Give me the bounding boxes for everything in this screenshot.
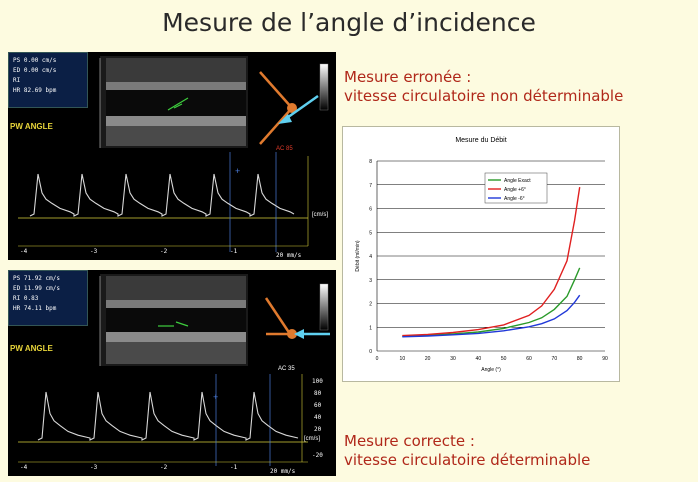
readout-ri-value: 0.83 <box>23 295 39 302</box>
readout-hr-label: HR <box>13 87 21 94</box>
caption-wrong: Mesure erronée : vitesse circulatoire no… <box>344 68 623 106</box>
probe-beam <box>264 297 292 335</box>
velocity-tick: -20 <box>312 452 323 459</box>
readout-ed-label: ED <box>13 285 21 292</box>
legend-entry: Angle Exact <box>504 178 531 184</box>
time-tick: -3 <box>90 248 98 255</box>
caption-wrong-line2: vitesse circulatoire non déterminable <box>344 87 624 105</box>
svg-text:+: + <box>235 166 240 176</box>
x-tick-label: 70 <box>552 356 558 362</box>
y-tick-label: 6 <box>369 207 372 213</box>
doppler-image-bottom: + <box>18 274 330 466</box>
time-tick: -4 <box>20 464 28 471</box>
legend-entry: Angle -6° <box>504 196 525 202</box>
caption-correct-line1: Mesure correcte : <box>344 432 475 450</box>
y-tick-label: 8 <box>369 159 372 165</box>
readout-ri-label: RI <box>13 77 21 84</box>
velocity-tick: 20 <box>314 426 322 433</box>
readout-ps-label: PS <box>13 275 21 282</box>
y-tick-label: 0 <box>369 349 372 355</box>
probe-beam <box>259 71 293 109</box>
measurement-readout: PS 0.00 cm/s ED 0.00 cm/s RI HR 82.69 bp… <box>8 52 88 108</box>
flow-chart: Mesure du Débit 0 1 2 3 4 5 6 7 8 0 10 20 30 40 50 60 70 8… <box>342 126 620 382</box>
svg-text:+: + <box>213 392 218 402</box>
time-tick: -2 <box>160 464 168 471</box>
x-tick-label: 50 <box>501 356 507 362</box>
time-tick: -1 <box>230 248 238 255</box>
readout-ps-value: 0.00 cm/s <box>23 57 57 64</box>
slide-title: Mesure de l’angle d’incidence <box>162 8 536 37</box>
doppler-panel-wrong: + PS 0.00 cm/s ED 0.00 cm/s RI HR 82.69 … <box>8 52 336 260</box>
x-tick-label: 20 <box>425 356 431 362</box>
x-tick-label: 30 <box>450 356 456 362</box>
angle-correction: AC 85 <box>276 146 293 152</box>
x-tick-label: 90 <box>602 356 608 362</box>
time-tick: -4 <box>20 248 28 255</box>
mode-label: PW ANGLE <box>10 344 53 353</box>
angle-correction: AC 35 <box>278 366 295 372</box>
readout-hr-label: HR <box>13 305 21 312</box>
velocity-tick: 40 <box>314 414 322 421</box>
readout-ps-label: PS <box>13 57 21 64</box>
time-tick: -1 <box>230 464 238 471</box>
x-tick-label: 10 <box>400 356 406 362</box>
y-tick-label: 1 <box>369 325 372 331</box>
velocity-tick: 60 <box>314 402 322 409</box>
y-axis-label: Débit (ml/min) <box>355 240 361 271</box>
readout-ps-value: 71.92 cm/s <box>23 275 60 282</box>
velocity-tick: 80 <box>314 390 322 397</box>
probe-circle-icon <box>287 329 297 339</box>
y-tick-label: 2 <box>369 302 372 308</box>
time-tick: -2 <box>160 248 168 255</box>
caption-wrong-line1: Mesure erronée : <box>344 68 472 86</box>
chart-title: Mesure du Débit <box>455 137 506 144</box>
x-tick-label: 80 <box>577 356 583 362</box>
series-line <box>402 267 581 337</box>
y-tick-label: 3 <box>369 278 372 284</box>
caption-correct: Mesure correcte : vitesse circulatoire d… <box>344 432 590 470</box>
velocity-unit: [cm/s] <box>312 212 328 218</box>
y-tick-label: 7 <box>369 183 372 189</box>
velocity-tick: 100 <box>312 378 323 385</box>
x-tick-label: 40 <box>476 356 482 362</box>
flow-arrow <box>283 94 319 122</box>
y-tick-label: 4 <box>369 254 372 260</box>
readout-hr-value: 82.69 bpm <box>23 87 57 94</box>
readout-ed-label: ED <box>13 67 21 74</box>
readout-ed-value: 0.00 cm/s <box>23 67 57 74</box>
series-line <box>402 294 581 338</box>
x-tick-label: 0 <box>376 356 379 362</box>
x-axis-label: Angle (°) <box>481 367 501 373</box>
sweep-speed: 20 mm/s <box>276 252 302 259</box>
legend-entry: Angle +6° <box>504 187 526 193</box>
time-tick: -3 <box>90 464 98 471</box>
measurement-readout: PS 71.92 cm/s ED 11.99 cm/s RI 0.83 HR 7… <box>8 270 88 326</box>
readout-ri-label: RI <box>13 295 21 302</box>
x-tick-label: 60 <box>526 356 532 362</box>
y-tick-label: 5 <box>369 230 372 236</box>
doppler-panel-correct: + PS 71.92 cm/s ED 11.99 cm/s RI 0.83 HR… <box>8 270 336 476</box>
probe-circle-icon <box>287 103 297 113</box>
readout-ed-value: 11.99 cm/s <box>23 285 60 292</box>
series-line <box>402 186 581 337</box>
doppler-image-top: + <box>18 56 329 252</box>
readout-hr-value: 74.11 bpm <box>23 305 57 312</box>
sweep-speed: 20 mm/s <box>270 468 296 475</box>
mode-label: PW ANGLE <box>10 122 53 131</box>
caption-correct-line2: vitesse circulatoire déterminable <box>344 451 591 469</box>
velocity-unit: [cm/s] <box>304 436 320 442</box>
